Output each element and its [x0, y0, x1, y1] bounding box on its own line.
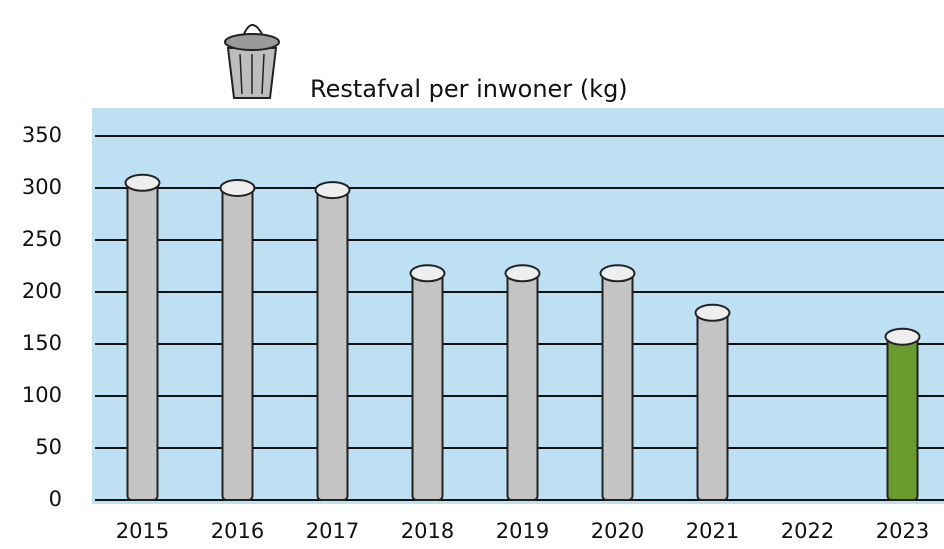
x-tick-label: 2016 [211, 519, 264, 543]
bar-cap [599, 264, 636, 283]
x-tick-label: 2017 [306, 519, 359, 543]
x-tick-label: 2023 [876, 519, 929, 543]
bar [316, 189, 349, 502]
y-tick-label: 50 [35, 435, 62, 459]
bar [886, 335, 919, 501]
chart-title: Restafval per inwoner (kg) [310, 75, 628, 103]
x-tick-label: 2015 [116, 519, 169, 543]
x-tick-label: 2020 [591, 519, 644, 543]
bar [221, 187, 254, 501]
bar-cap [219, 179, 256, 197]
bar [696, 311, 729, 501]
bar [126, 181, 159, 502]
bar-cap [694, 303, 731, 322]
bar-cap [504, 264, 541, 283]
bar [411, 272, 444, 501]
x-tick-label: 2022 [781, 519, 834, 543]
y-tick-label: 300 [22, 175, 62, 199]
bar-cap [314, 181, 351, 200]
bar-cap [409, 264, 446, 283]
bar-cap [124, 173, 161, 192]
bar [506, 272, 539, 501]
y-tick-label: 250 [22, 227, 62, 251]
y-tick-label: 350 [22, 123, 62, 147]
y-tick-label: 200 [22, 279, 62, 303]
y-tick-label: 150 [22, 331, 62, 355]
bar-cap [884, 327, 921, 346]
trash-icon [224, 24, 280, 99]
x-tick-label: 2021 [686, 519, 739, 543]
y-tick-label: 0 [49, 487, 62, 511]
x-tick-label: 2018 [401, 519, 454, 543]
y-tick-label: 100 [22, 383, 62, 407]
x-tick-label: 2019 [496, 519, 549, 543]
bar [601, 272, 634, 501]
